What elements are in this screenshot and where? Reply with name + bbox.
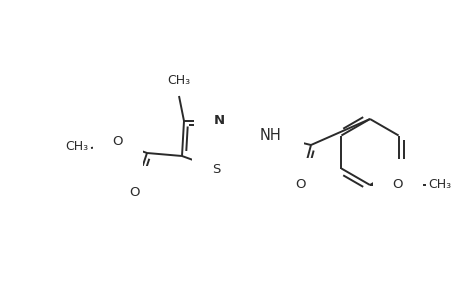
Text: S: S	[211, 163, 220, 176]
Text: O: O	[295, 178, 306, 190]
Text: O: O	[392, 178, 403, 191]
Text: O: O	[112, 134, 123, 148]
Text: CH₃: CH₃	[167, 74, 190, 87]
Text: O: O	[129, 185, 140, 199]
Text: N: N	[213, 113, 224, 127]
Text: CH₃: CH₃	[65, 140, 89, 152]
Text: CH₃: CH₃	[427, 178, 451, 191]
Text: NH: NH	[259, 128, 281, 142]
